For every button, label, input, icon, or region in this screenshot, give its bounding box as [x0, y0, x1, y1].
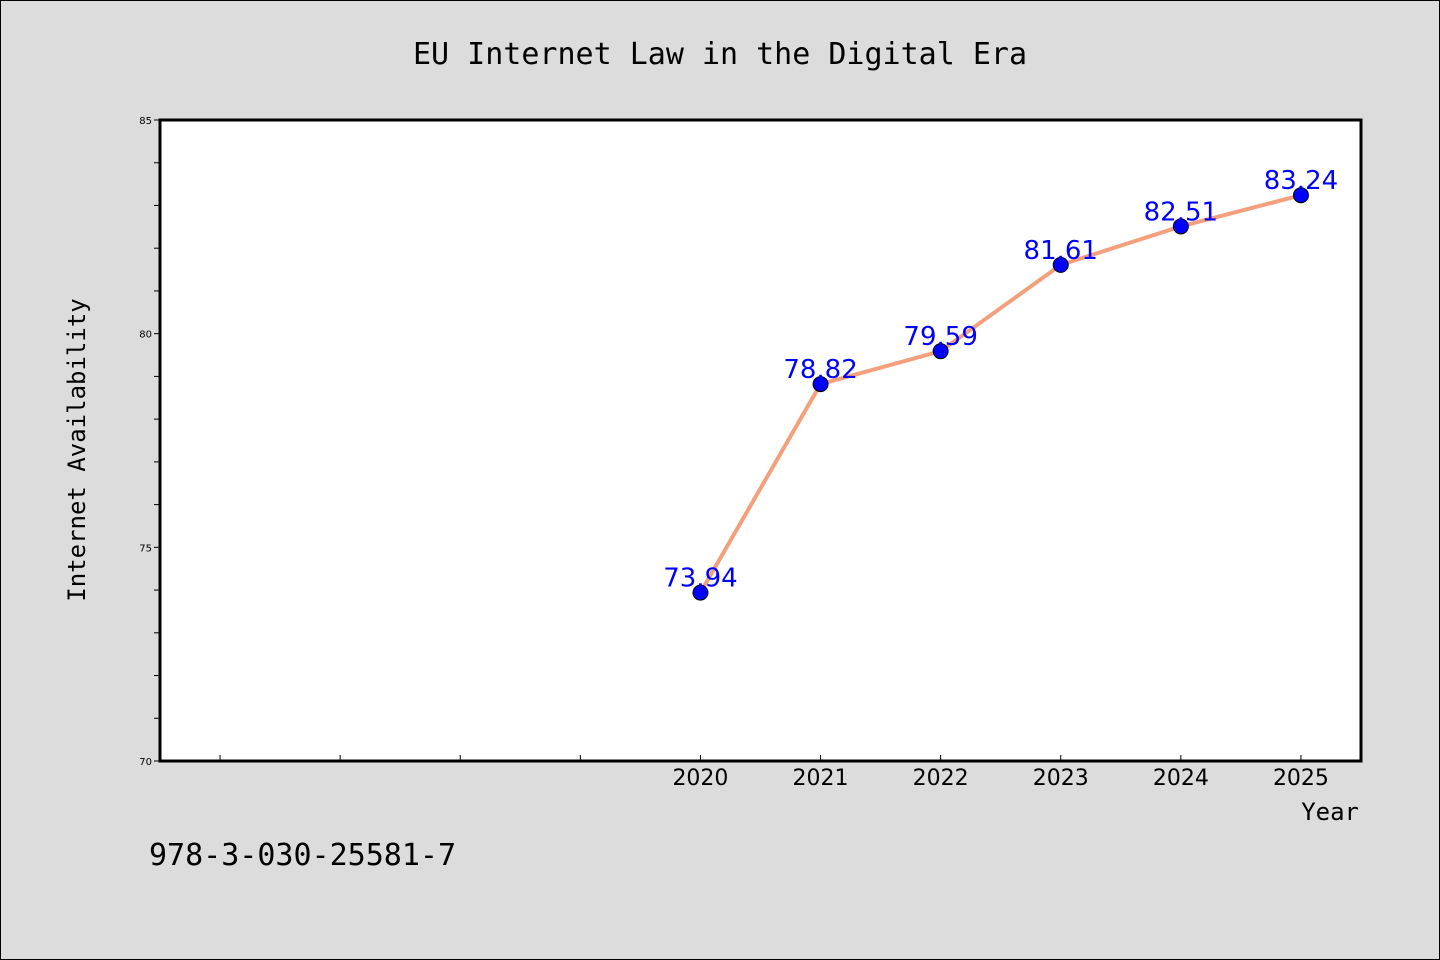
- isbn-annotation: 978-3-030-25581-7: [149, 838, 456, 873]
- data-point: [1172, 218, 1189, 235]
- data-point: [812, 376, 829, 393]
- x-tick-label: 2025: [1273, 766, 1329, 791]
- y-tick-label: 75: [139, 543, 152, 554]
- data-point: [1292, 187, 1309, 204]
- data-point: [932, 343, 949, 360]
- x-tick-label: 2023: [1033, 766, 1089, 791]
- x-tick-label: 2020: [672, 766, 728, 791]
- data-label: 73.94: [663, 564, 737, 594]
- x-axis-label: Year: [1301, 798, 1359, 826]
- data-point: [692, 584, 709, 601]
- series-line: [698, 193, 1302, 594]
- y-tick-label: 80: [139, 330, 152, 341]
- y-tick-label: 85: [139, 116, 152, 127]
- x-tick-label: 2022: [913, 766, 969, 791]
- series-layer: 73.94 78.82 79.59 81.61 82.51 83.24: [663, 166, 1338, 601]
- y-axis-label: Internet Availability: [63, 298, 91, 601]
- data-label: 83.24: [1264, 166, 1338, 196]
- data-label: 78.82: [783, 355, 857, 385]
- x-axis: 2020 2021 2022 2023 2024 2025: [219, 755, 1329, 791]
- chart-title: EU Internet Law in the Digital Era: [413, 37, 1027, 72]
- data-point: [1052, 256, 1069, 273]
- x-tick-label: 2021: [793, 766, 849, 791]
- data-label: 79.59: [903, 322, 977, 352]
- plot-area: [158, 118, 1363, 763]
- data-label: 81.61: [1024, 236, 1098, 266]
- x-tick-label: 2024: [1153, 766, 1209, 791]
- data-label: 82.51: [1144, 197, 1218, 227]
- y-tick-label: 70: [139, 757, 152, 768]
- y-axis: 70 75 80 85: [139, 116, 160, 768]
